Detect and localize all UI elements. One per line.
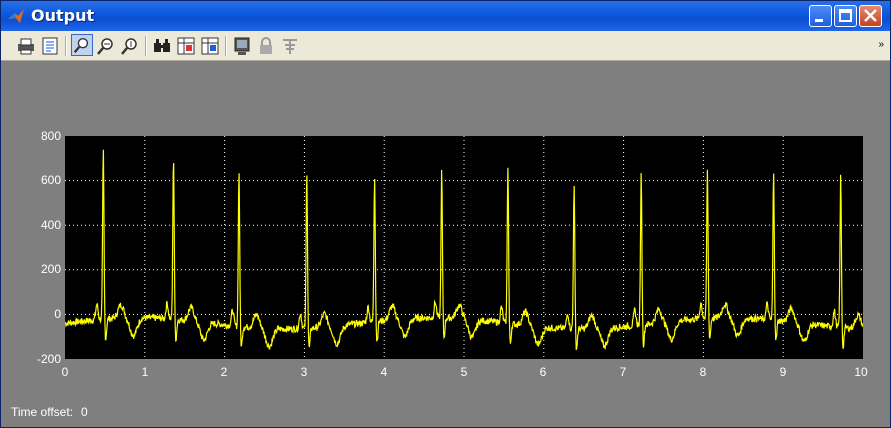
zoom-x-icon[interactable] (95, 35, 117, 57)
x-tick-label: 8 (699, 365, 707, 379)
zoom-icon[interactable] (71, 34, 93, 56)
toolbar-separator (225, 36, 227, 56)
x-tick-label: 1 (141, 365, 149, 379)
scope-plot-area[interactable] (65, 136, 863, 359)
x-tick-label: 2 (220, 365, 228, 379)
y-tick-label: 200 (40, 262, 61, 276)
restore-axes-icon[interactable] (199, 35, 221, 57)
save-axes-icon[interactable] (175, 35, 197, 57)
maximize-button[interactable] (834, 5, 857, 27)
x-tick-label: 0 (61, 365, 69, 379)
title-bar[interactable]: Output (1, 1, 890, 31)
time-offset-value: 0 (81, 405, 88, 419)
toolbar-separator (65, 36, 67, 56)
x-tick-label: 7 (619, 365, 627, 379)
toolbar-overflow-icon[interactable]: » (878, 39, 884, 50)
close-button[interactable] (859, 5, 882, 27)
zoom-y-icon[interactable] (119, 35, 141, 57)
y-tick-label: 600 (40, 173, 61, 187)
close-icon (864, 9, 877, 22)
lock-axes-icon[interactable] (255, 35, 277, 57)
time-offset-label: Time offset: (11, 405, 74, 419)
signal-trace (65, 149, 863, 351)
y-tick-label: 800 (40, 129, 61, 143)
y-tick-label: 0 (54, 307, 61, 321)
floating-scope-icon[interactable] (231, 35, 253, 57)
autoscale-binoculars-icon[interactable] (151, 35, 173, 57)
grid-lines (65, 136, 863, 359)
matlab-logo-icon (8, 9, 24, 23)
x-tick-label: 4 (380, 365, 388, 379)
y-tick-label: 400 (40, 218, 61, 232)
maximize-icon (839, 9, 852, 22)
y-tick-label: -200 (36, 352, 61, 366)
toolbar: » (1, 31, 890, 61)
x-tick-label: 10 (854, 365, 868, 379)
window-title: Output (31, 6, 95, 25)
x-tick-label: 6 (539, 365, 547, 379)
x-tick-label: 3 (300, 365, 308, 379)
plot-background (65, 136, 863, 359)
x-tick-label: 5 (460, 365, 468, 379)
x-tick-label: 9 (779, 365, 787, 379)
minimize-icon (815, 19, 823, 22)
minimize-button[interactable] (809, 5, 832, 27)
toolbar-separator (145, 36, 147, 56)
print-icon[interactable] (15, 35, 37, 57)
parameters-icon[interactable] (39, 35, 61, 57)
signal-selection-icon[interactable] (279, 35, 301, 57)
